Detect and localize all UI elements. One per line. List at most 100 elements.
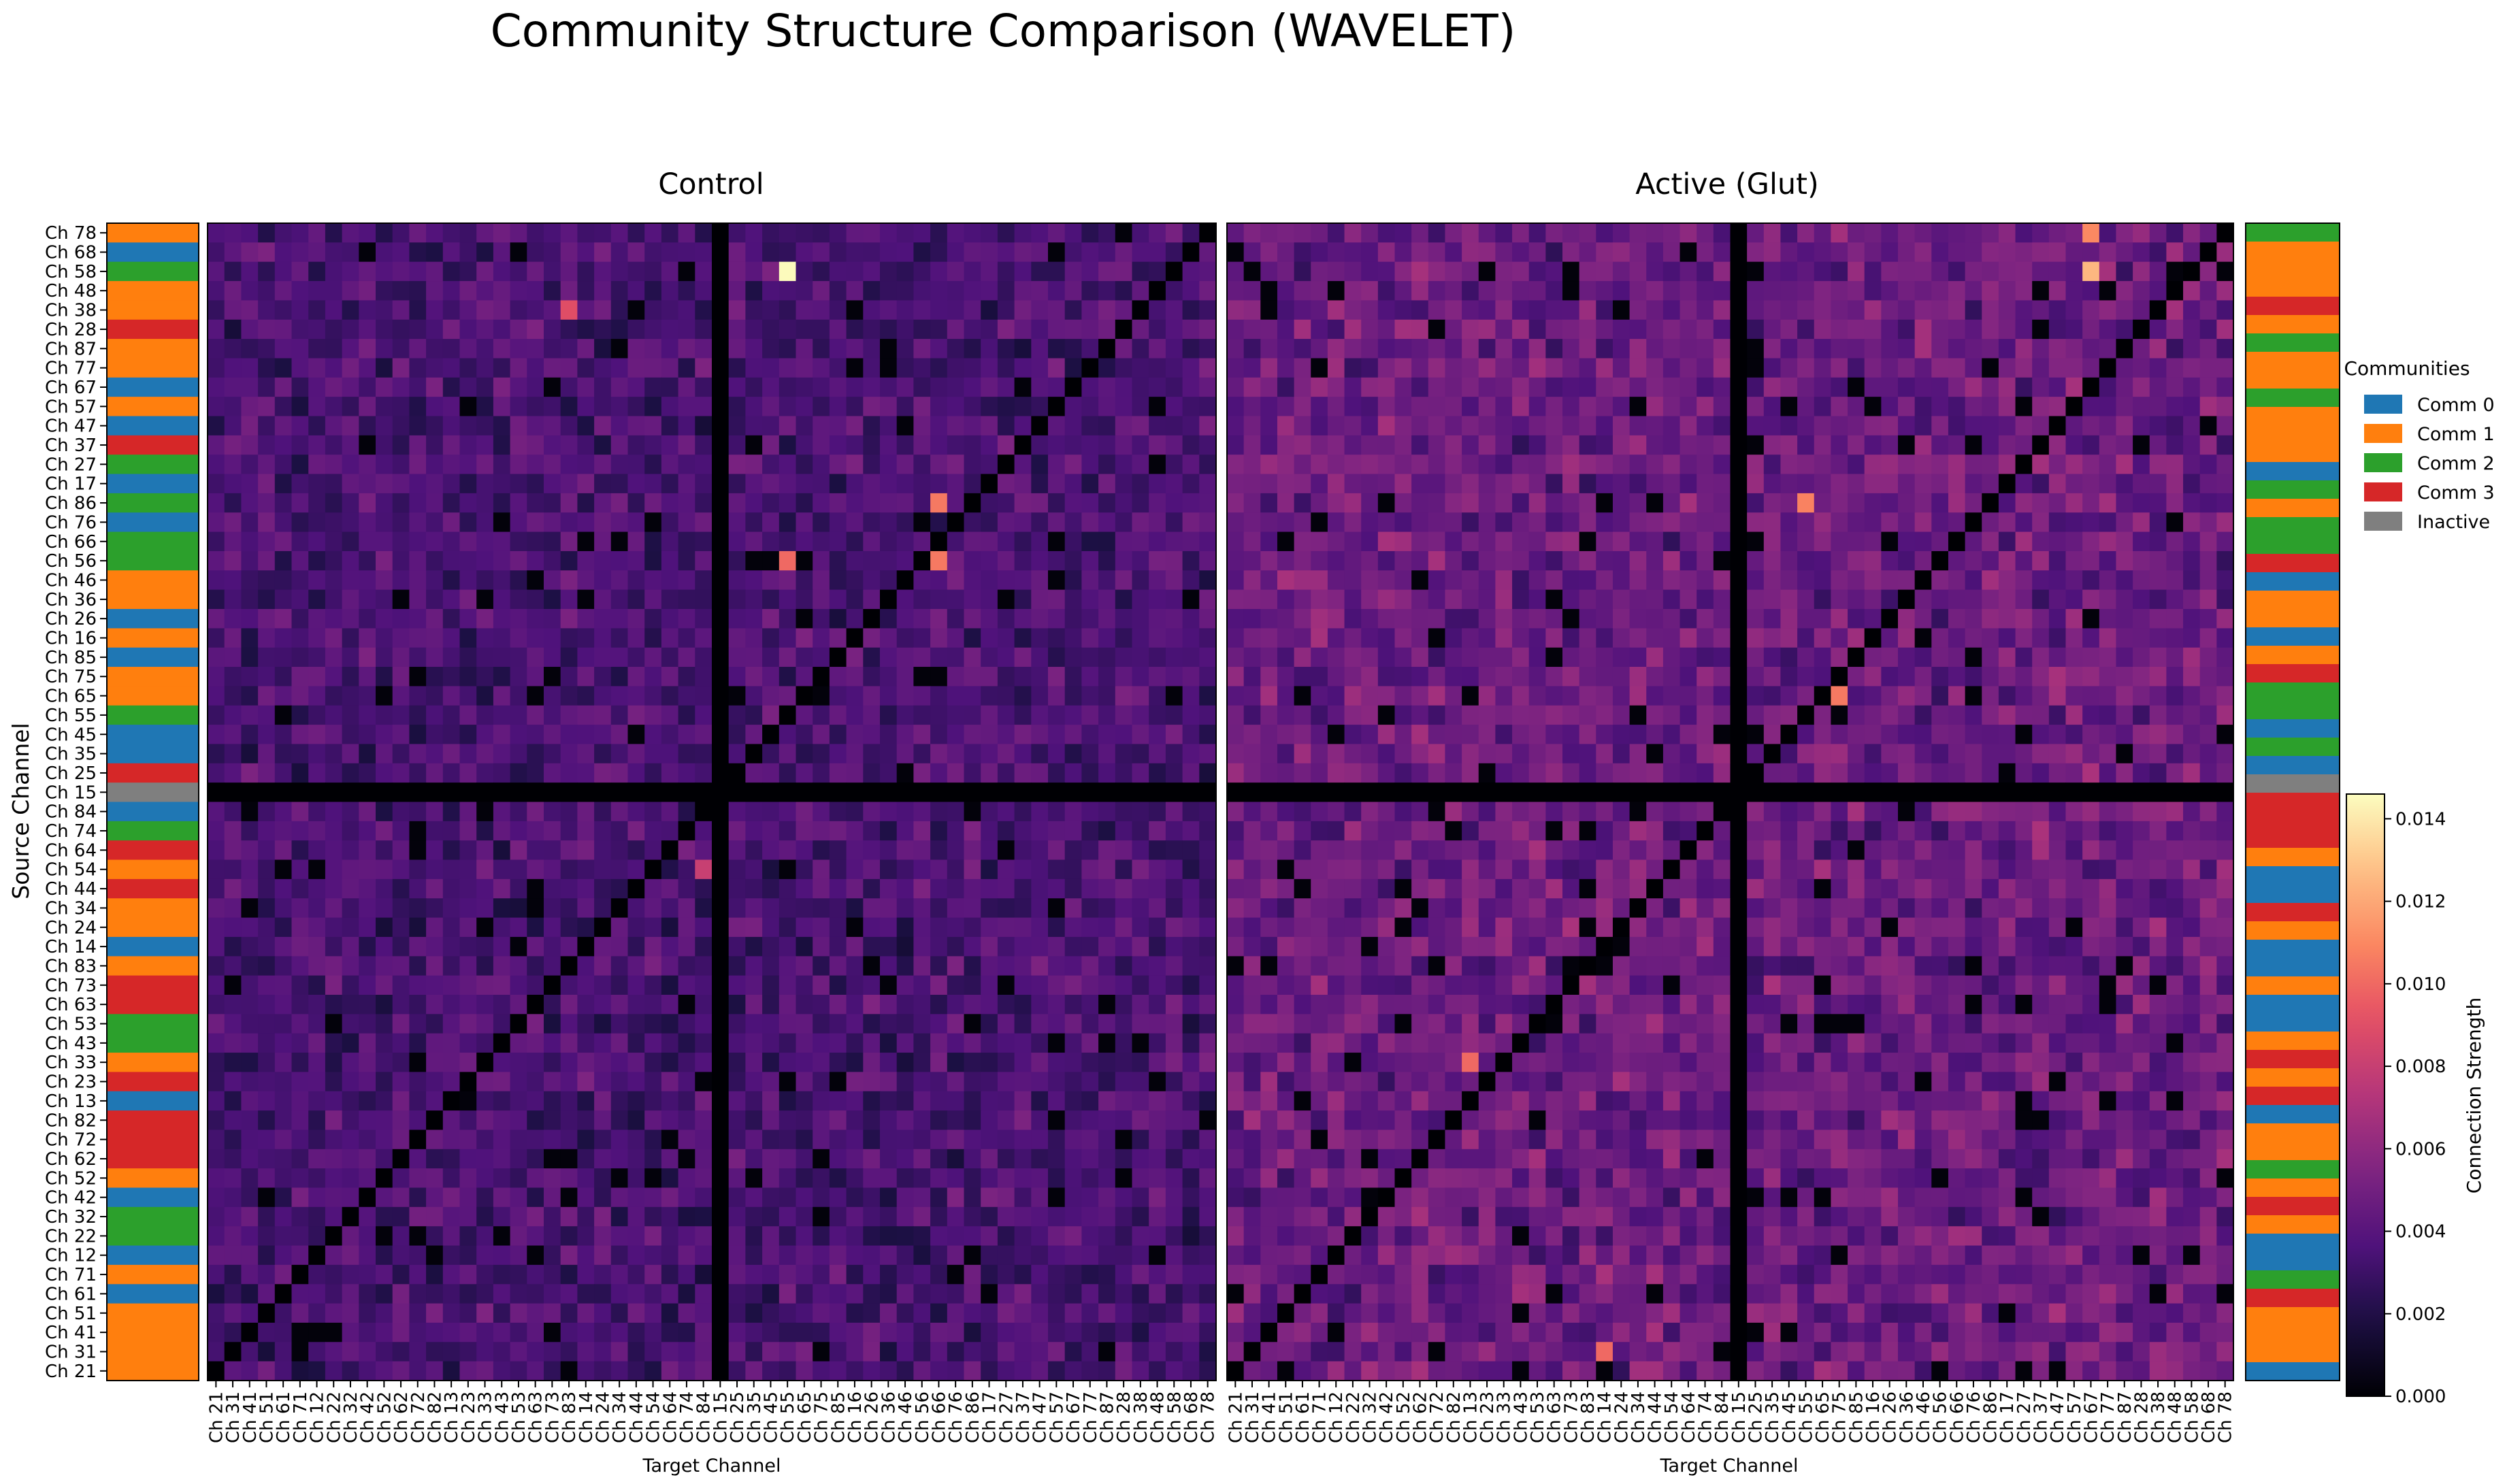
heatmap-cell xyxy=(1478,512,1496,533)
heatmap-cell xyxy=(1048,455,1066,475)
heatmap-cell xyxy=(947,1110,965,1131)
heatmap-cell xyxy=(325,840,343,861)
heatmap-cell xyxy=(695,995,712,1015)
heatmap-cell xyxy=(409,859,427,880)
heatmap-cell xyxy=(577,531,595,552)
heatmap-cell xyxy=(947,667,965,687)
heatmap-cell xyxy=(644,1284,662,1304)
heatmap-cell xyxy=(745,936,763,957)
heatmap-cell xyxy=(1149,358,1166,378)
heatmap-cell xyxy=(1831,261,1848,282)
heatmap-cell xyxy=(1713,281,1731,301)
heatmap-cell xyxy=(442,840,461,861)
heatmap-cell xyxy=(510,261,527,282)
heatmap-cell xyxy=(594,397,612,417)
heatmap-cell xyxy=(291,763,309,783)
heatmap-cell xyxy=(1612,474,1631,494)
heatmap-cell xyxy=(930,242,948,263)
heatmap-cell xyxy=(376,1342,393,1362)
heatmap-cell xyxy=(1361,609,1379,629)
heatmap-cell xyxy=(476,725,494,745)
heatmap-cell xyxy=(342,1361,359,1381)
heatmap-cell xyxy=(846,821,864,841)
heatmap-cell xyxy=(930,1130,948,1150)
heatmap-cell xyxy=(1462,416,1479,436)
heatmap-cell xyxy=(426,397,444,417)
heatmap-cell xyxy=(1377,358,1396,378)
heatmap-cell xyxy=(560,512,578,533)
heatmap-cell xyxy=(577,1264,595,1285)
heatmap-cell xyxy=(610,802,629,822)
heatmap-cell xyxy=(1898,358,1916,378)
heatmap-cell xyxy=(964,377,981,397)
heatmap-cell xyxy=(762,1284,780,1304)
heatmap-cell xyxy=(2183,589,2201,610)
heatmap-cell xyxy=(208,1187,225,1208)
heatmap-cell xyxy=(1747,570,1765,591)
heatmap-cell xyxy=(997,339,1015,359)
heatmap-cell xyxy=(409,802,427,822)
heatmap-cell xyxy=(274,1187,293,1208)
heatmap-cell xyxy=(1227,319,1245,340)
heatmap-cell xyxy=(376,628,393,648)
heatmap-cell xyxy=(1014,474,1032,494)
heatmap-cell xyxy=(712,1226,730,1247)
heatmap-cell xyxy=(678,840,695,861)
heatmap-cell xyxy=(241,300,259,320)
heatmap-cell xyxy=(896,1014,914,1034)
heatmap-cell xyxy=(1914,435,1932,455)
heatmap-cell xyxy=(913,300,931,320)
heatmap-cell xyxy=(2133,261,2150,282)
heatmap-cell xyxy=(1394,416,1412,436)
heatmap-cell xyxy=(913,725,931,745)
heatmap-cell xyxy=(527,1284,544,1304)
heatmap-cell xyxy=(863,917,881,938)
heatmap-cell xyxy=(947,859,965,880)
heatmap-cell xyxy=(527,1091,544,1111)
heatmap-cell xyxy=(1182,744,1200,764)
heatmap-cell xyxy=(762,686,780,706)
heatmap-cell xyxy=(678,821,695,841)
heatmap-cell xyxy=(913,628,931,648)
heatmap-cell xyxy=(208,1110,225,1131)
heatmap-cell xyxy=(1165,1168,1183,1189)
heatmap-cell xyxy=(1199,1226,1217,1247)
heatmap-cell xyxy=(880,1110,898,1131)
heatmap-cell xyxy=(1081,1187,1099,1208)
heatmap-cell xyxy=(1629,319,1647,340)
heatmap-cell xyxy=(627,242,645,263)
heatmap-cell xyxy=(981,1187,998,1208)
heatmap-cell xyxy=(762,859,780,880)
heatmap-cell xyxy=(459,1130,477,1150)
heatmap-cell xyxy=(846,242,864,263)
heatmap-cell xyxy=(1182,281,1200,301)
heatmap-cell xyxy=(1260,261,1278,282)
heatmap-cell xyxy=(1031,763,1049,783)
heatmap-cell xyxy=(1545,261,1563,282)
heatmap-cell xyxy=(258,667,276,687)
heatmap-cell xyxy=(2183,261,2201,282)
heatmap-cell xyxy=(846,878,864,899)
heatmap-cell xyxy=(1848,397,1865,417)
heatmap-cell xyxy=(930,1361,948,1381)
heatmap-cell xyxy=(1260,435,1278,455)
heatmap-cell xyxy=(392,435,410,455)
heatmap-cell xyxy=(1199,416,1217,436)
heatmap-cell xyxy=(627,686,645,706)
heatmap-cell xyxy=(2116,377,2133,397)
heatmap-cell xyxy=(476,1264,494,1285)
heatmap-cell xyxy=(258,1091,276,1111)
heatmap-cell xyxy=(376,1361,393,1381)
heatmap-cell xyxy=(274,377,293,397)
heatmap-cell xyxy=(594,339,612,359)
community-cell xyxy=(107,1014,199,1034)
heatmap-cell xyxy=(1031,493,1049,513)
heatmap-cell xyxy=(947,917,965,938)
heatmap-cell xyxy=(308,802,326,822)
heatmap-cell xyxy=(1311,416,1328,436)
heatmap-cell xyxy=(1394,223,1412,243)
heatmap-cell xyxy=(728,956,746,976)
heatmap-cell xyxy=(1277,397,1295,417)
heatmap-cell xyxy=(241,1361,259,1381)
heatmap-cell xyxy=(712,898,730,919)
